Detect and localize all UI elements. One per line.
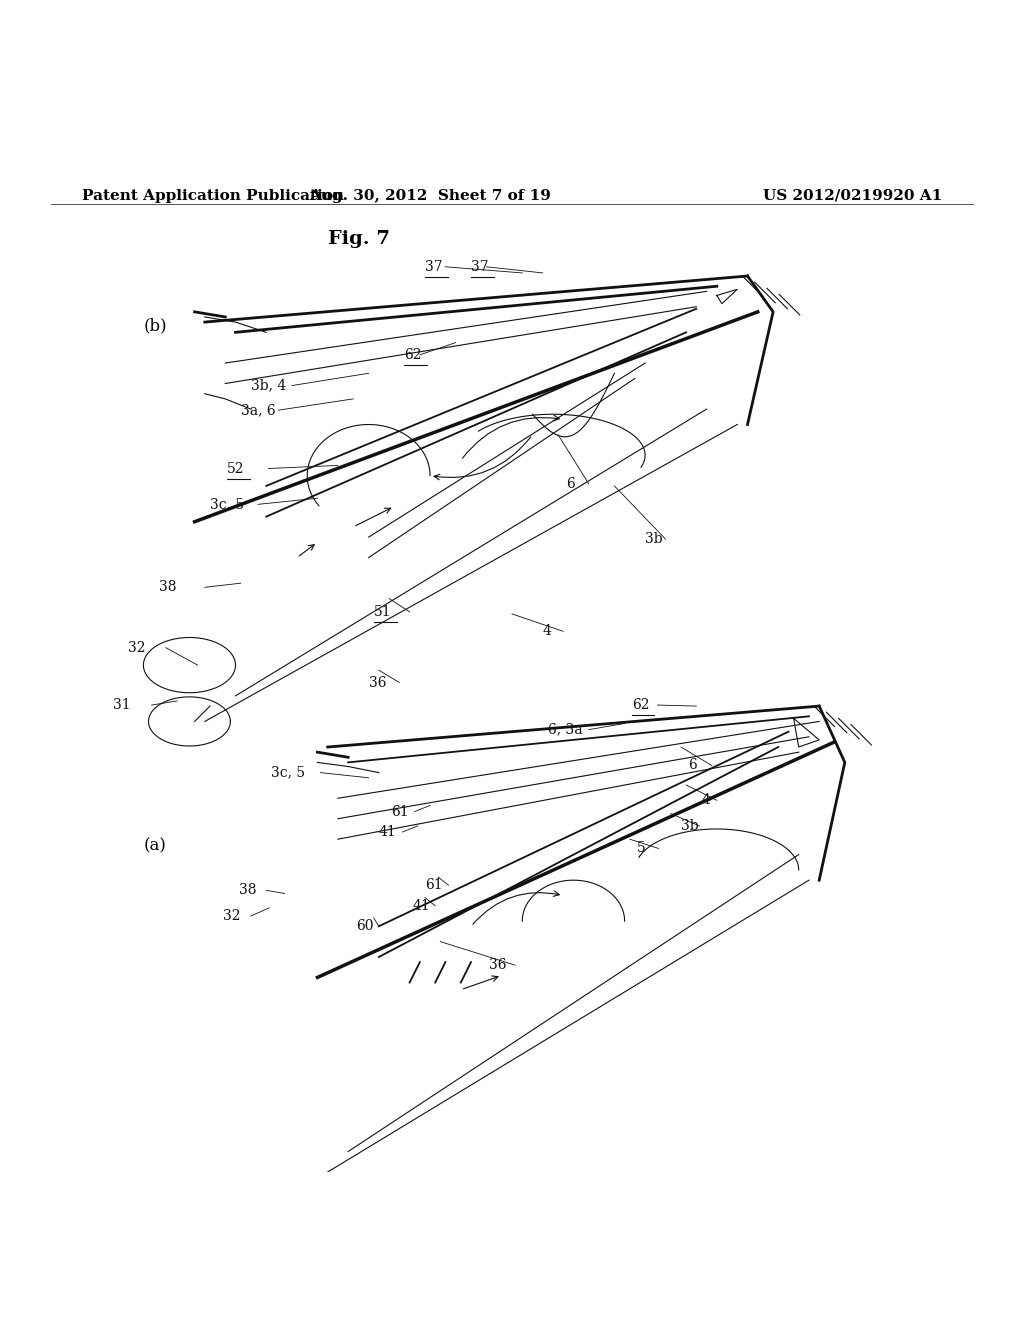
- Text: 37: 37: [425, 260, 442, 273]
- Text: 3c, 5: 3c, 5: [271, 766, 305, 780]
- Text: 61: 61: [425, 878, 442, 892]
- Text: (b): (b): [143, 318, 167, 335]
- Text: Aug. 30, 2012  Sheet 7 of 19: Aug. 30, 2012 Sheet 7 of 19: [309, 189, 551, 203]
- Text: 6: 6: [566, 477, 575, 491]
- Text: 3b: 3b: [681, 818, 698, 833]
- Text: 61: 61: [391, 805, 409, 818]
- Text: 31: 31: [113, 698, 130, 711]
- Text: 60: 60: [356, 919, 374, 933]
- Text: 62: 62: [404, 348, 422, 362]
- Text: Fig. 7: Fig. 7: [328, 230, 389, 248]
- Text: 37: 37: [471, 260, 488, 273]
- Text: 62: 62: [632, 698, 649, 711]
- Text: 36: 36: [489, 958, 507, 972]
- Text: 3c, 5: 3c, 5: [210, 498, 244, 511]
- Text: 38: 38: [239, 883, 256, 898]
- Text: 38: 38: [159, 581, 176, 594]
- Text: 41: 41: [413, 899, 430, 912]
- Text: Patent Application Publication: Patent Application Publication: [82, 189, 344, 203]
- Text: 3b: 3b: [645, 532, 663, 546]
- Text: 3b, 4: 3b, 4: [251, 379, 286, 392]
- Text: 3a, 6: 3a, 6: [241, 403, 275, 417]
- Text: 6, 3a: 6, 3a: [548, 722, 583, 737]
- Text: 41: 41: [379, 825, 396, 840]
- Text: 32: 32: [128, 640, 145, 655]
- Text: 51: 51: [374, 605, 391, 619]
- Text: US 2012/0219920 A1: US 2012/0219920 A1: [763, 189, 942, 203]
- Text: (a): (a): [143, 838, 166, 855]
- Text: 32: 32: [223, 909, 241, 923]
- Text: 36: 36: [369, 676, 386, 689]
- Text: 52: 52: [227, 462, 245, 475]
- Text: 4: 4: [543, 624, 552, 639]
- Text: 5: 5: [637, 841, 646, 855]
- Text: 4: 4: [701, 793, 711, 808]
- Text: 6: 6: [688, 759, 697, 772]
